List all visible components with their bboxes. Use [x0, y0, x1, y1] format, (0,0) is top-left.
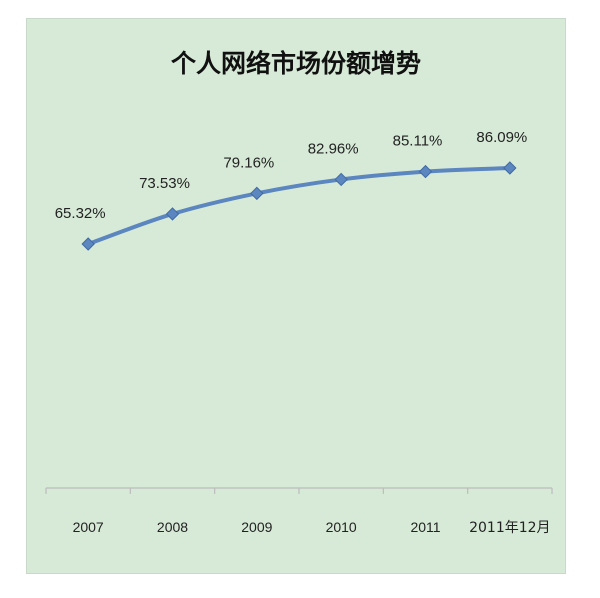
data-label: 86.09%	[476, 129, 527, 146]
data-label: 73.53%	[139, 175, 190, 192]
x-axis-labels: 2007 2008 2009 2010 2011 2011年12月	[73, 519, 551, 536]
chart-area	[26, 18, 566, 574]
x-tick-label: 2007	[73, 519, 104, 535]
data-label: 82.96%	[308, 140, 359, 157]
series-line	[86, 166, 512, 246]
data-point-2009	[250, 186, 264, 201]
data-points	[81, 161, 517, 251]
data-point-2008	[165, 207, 180, 221]
x-tick-label: 2011年12月	[469, 520, 550, 536]
data-label: 79.16%	[223, 154, 274, 171]
x-tick-label: 2011	[410, 519, 440, 535]
data-label: 65.32%	[55, 205, 106, 222]
data-point-2007	[81, 237, 95, 251]
x-tick-label: 2009	[241, 519, 272, 535]
chart-title: 个人网络市场份额增势	[171, 49, 421, 78]
data-label: 85.11%	[393, 133, 443, 150]
x-tick-label: 2008	[157, 519, 188, 535]
data-labels: 65.32% 73.53% 79.16% 82.96% 85.11% 86.09%	[55, 129, 528, 222]
data-point-2011	[418, 164, 433, 179]
series-line-group	[86, 166, 512, 246]
data-point-2010	[334, 172, 348, 187]
x-tick-label: 2010	[326, 519, 357, 535]
data-point-2011年12月	[503, 161, 517, 175]
x-axis-ticks	[45, 488, 553, 494]
